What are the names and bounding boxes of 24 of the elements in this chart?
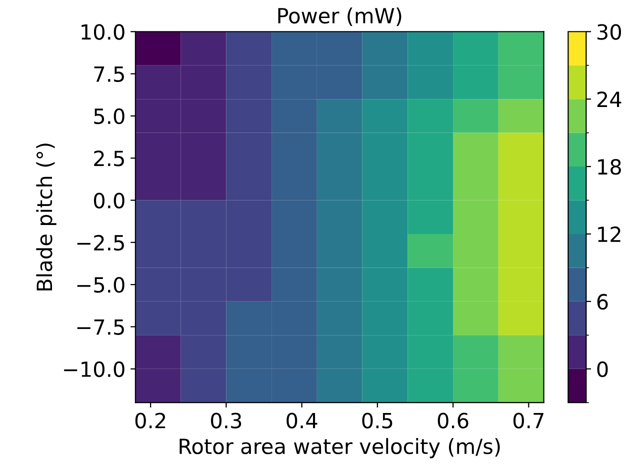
chart-title: Power (mW) [278, 7, 402, 26]
color-bar-label: 24 [597, 92, 622, 107]
color-bar-label: 12 [598, 226, 620, 242]
color-bar-label: 18 [598, 158, 621, 175]
x-tick-label: 0.2 [135, 412, 166, 428]
x-tick-label: 0.4 [286, 412, 318, 428]
y-tick-label: −2.5 [77, 234, 124, 251]
y-tick-label: 7.5 [94, 66, 124, 82]
y-axis-title: Blade pitch (°) [36, 144, 56, 290]
x-axis-title: Rotor area water velocity (m/s) [180, 438, 500, 458]
y-tick-label: 5.0 [94, 108, 124, 124]
y-tick-label: −10.0 [64, 361, 124, 378]
x-tick-label: 0.3 [211, 412, 242, 428]
y-tick-label: −7.5 [77, 319, 124, 335]
color-bar-label: 0 [597, 361, 608, 378]
y-tick-label: 0.0 [94, 192, 124, 208]
y-tick-label: −5.0 [77, 277, 124, 293]
y-tick-label: 10.0 [82, 24, 124, 40]
color-bar-label: 30 [597, 24, 621, 40]
x-tick-label: 0.7 [513, 412, 544, 428]
y-tick-label: 2.5 [94, 150, 124, 166]
x-tick-label: 0.6 [438, 412, 468, 428]
x-tick-label: 0.5 [362, 412, 392, 428]
color-bar-label: 6 [597, 294, 608, 310]
